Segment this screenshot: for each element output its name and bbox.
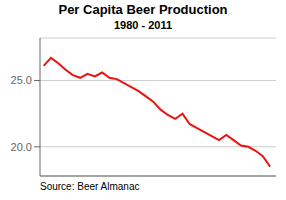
html-text:Per Capita Beer Production: Per Capita Beer Production <box>58 2 228 17</box>
html-text:Source: Beer Almanac: Source: Beer Almanac <box>40 181 140 192</box>
svg-text:25.0: 25.0 <box>11 74 32 86</box>
html-text:1980 - 2011: 1980 - 2011 <box>113 19 173 31</box>
svg-text:20.0: 20.0 <box>11 141 32 153</box>
